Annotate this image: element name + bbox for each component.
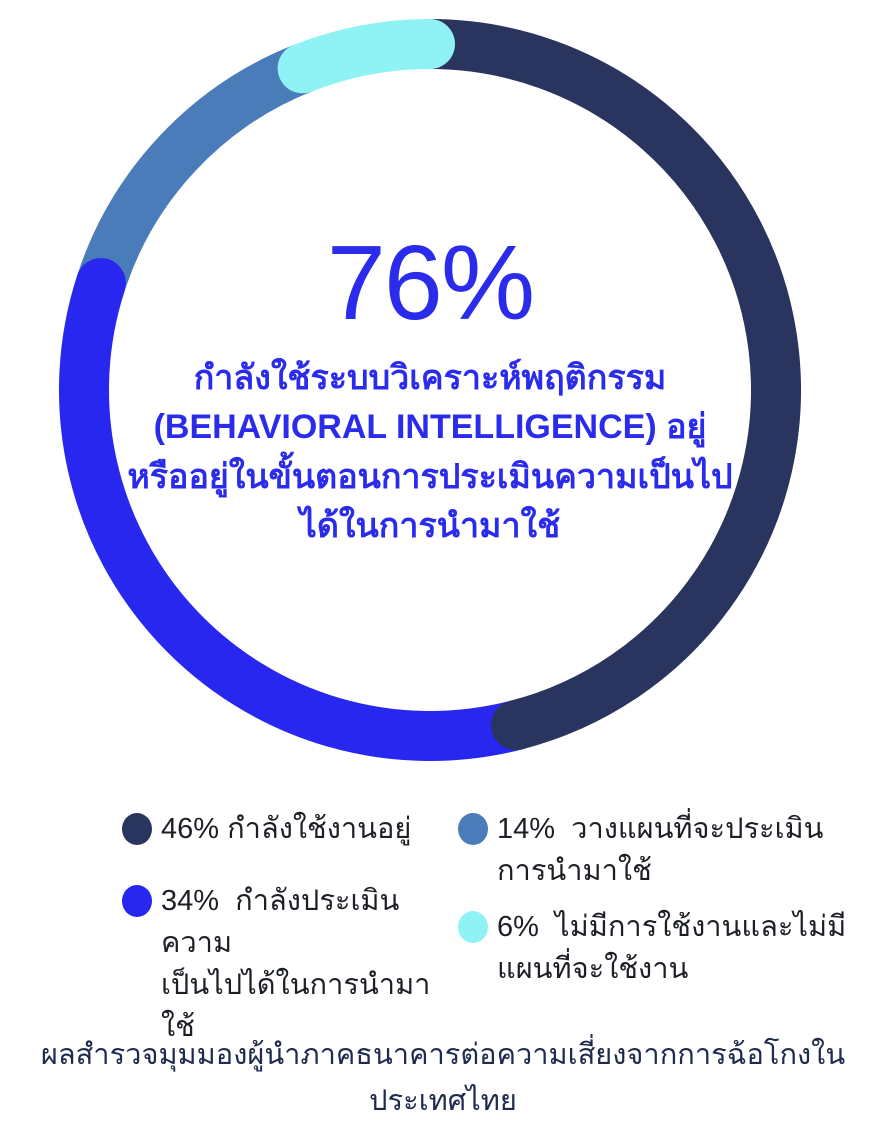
donut-segment-46pct — [405, 19, 801, 751]
donut-center-block: 76% กำลังใช้ระบบวิเคราะห์พฤติกรรม (BEHAV… — [110, 230, 750, 551]
legend-label: 46% กำลังใช้งานอยู่ — [161, 808, 411, 850]
legend-label-line: 14% วางแผนที่จะประเมิน — [497, 813, 824, 845]
legend-label-line: 34% กำลังประเมินความ — [161, 885, 400, 960]
donut-center-description-line: ได้ในการนำมาใช้ — [299, 506, 561, 545]
donut-segment-14pct — [75, 43, 328, 309]
legend-label: 34% กำลังประเมินความเป็นไปได้ในการนำมาใช… — [161, 880, 458, 1048]
legend-label-line: 46% กำลังใช้งานอยู่ — [161, 813, 412, 845]
legend-column-left: 46% กำลังใช้งานอยู่ 34% กำลังประเมินความ… — [122, 808, 458, 1048]
legend-item: 14% วางแผนที่จะประเมินการนำมาใช้ — [458, 808, 848, 892]
legend-label: 14% วางแผนที่จะประเมินการนำมาใช้ — [497, 808, 824, 892]
chart-source-caption: ผลสำรวจมุมมองผู้นำภาคธนาคารต่อความเสี่ยง… — [40, 1039, 846, 1117]
legend-label-line: แผนที่จะใช้งาน — [497, 953, 689, 986]
legend-label-line: เป็นไปได้ในการนำมาใช้ — [161, 969, 431, 1044]
legend-dot — [122, 813, 152, 845]
donut-segment-6pct — [277, 19, 455, 94]
donut-center-description-line: (BEHAVIORAL INTELLIGENCE) อยู่ — [153, 408, 707, 447]
legend-item: 46% กำลังใช้งานอยู่ — [122, 808, 458, 850]
donut-segment-34pct — [59, 258, 542, 761]
donut-chart — [59, 19, 801, 761]
legend-label-line: 6% ไม่มีการใช้งานและไม่มี — [497, 911, 847, 944]
legend-column-right: 14% วางแผนที่จะประเมินการนำมาใช้ 6% ไม่ม… — [458, 808, 848, 990]
legend-label-line: การนำมาใช้ — [497, 855, 652, 888]
legend-dot — [458, 911, 488, 944]
donut-center-description-line: หรืออยู่ในขั้นตอนการประเมินความเป็นไป — [127, 457, 733, 496]
legend-dot — [122, 885, 152, 918]
donut-center-value: 76% — [326, 224, 535, 342]
legend-item: 6% ไม่มีการใช้งานและไม่มีแผนที่จะใช้งาน — [458, 906, 848, 990]
donut-chart-area: 76% กำลังใช้ระบบวิเคราะห์พฤติกรรม (BEHAV… — [59, 19, 801, 761]
legend-dot — [458, 813, 488, 845]
chart-legend: 46% กำลังใช้งานอยู่ 34% กำลังประเมินความ… — [122, 808, 848, 1048]
legend-item: 34% กำลังประเมินความเป็นไปได้ในการนำมาใช… — [122, 880, 458, 1048]
donut-center-description: กำลังใช้ระบบวิเคราะห์พฤติกรรม (BEHAVIORA… — [110, 354, 750, 551]
legend-label: 6% ไม่มีการใช้งานและไม่มีแผนที่จะใช้งาน — [497, 906, 846, 990]
donut-center-description-line: กำลังใช้ระบบวิเคราะห์พฤติกรรม — [193, 359, 667, 397]
